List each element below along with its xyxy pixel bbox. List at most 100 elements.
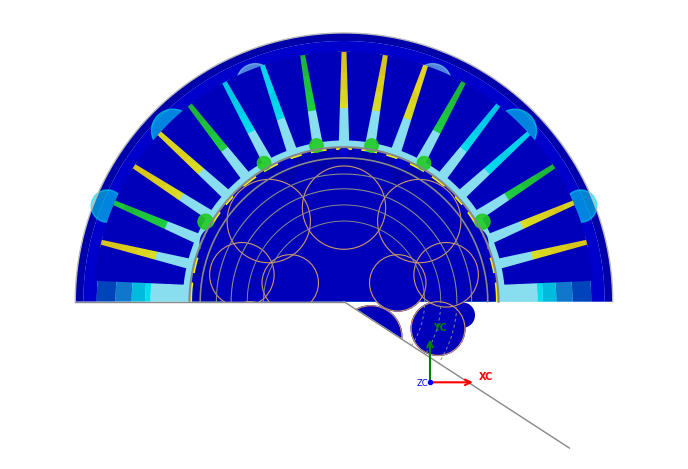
Polygon shape xyxy=(470,225,482,237)
Circle shape xyxy=(369,255,426,311)
Polygon shape xyxy=(402,66,462,158)
Polygon shape xyxy=(432,79,469,134)
Circle shape xyxy=(234,191,244,201)
Polygon shape xyxy=(160,159,161,161)
Polygon shape xyxy=(116,168,206,233)
Polygon shape xyxy=(196,248,208,260)
Circle shape xyxy=(262,255,319,311)
Circle shape xyxy=(302,166,386,250)
Polygon shape xyxy=(189,147,499,302)
Circle shape xyxy=(227,180,310,263)
Circle shape xyxy=(395,159,405,168)
Polygon shape xyxy=(426,83,496,172)
Polygon shape xyxy=(347,52,383,142)
Circle shape xyxy=(378,180,461,263)
Circle shape xyxy=(339,148,349,158)
Polygon shape xyxy=(486,273,497,283)
Polygon shape xyxy=(376,56,423,148)
Polygon shape xyxy=(520,197,576,229)
Polygon shape xyxy=(75,33,613,302)
Circle shape xyxy=(340,306,402,368)
Polygon shape xyxy=(255,170,268,183)
Polygon shape xyxy=(466,135,552,210)
Polygon shape xyxy=(420,170,433,183)
Polygon shape xyxy=(398,159,411,171)
Circle shape xyxy=(237,64,275,101)
Polygon shape xyxy=(456,204,469,217)
Circle shape xyxy=(223,302,277,356)
Polygon shape xyxy=(338,52,350,108)
Polygon shape xyxy=(131,161,184,201)
Polygon shape xyxy=(297,54,316,112)
Text: XC: XC xyxy=(478,371,493,382)
Circle shape xyxy=(365,139,378,152)
Circle shape xyxy=(286,306,348,368)
Polygon shape xyxy=(436,89,439,91)
Circle shape xyxy=(92,190,123,222)
Circle shape xyxy=(200,228,230,257)
Polygon shape xyxy=(257,63,286,121)
Polygon shape xyxy=(35,302,344,469)
Polygon shape xyxy=(226,66,286,158)
Polygon shape xyxy=(161,106,241,189)
Polygon shape xyxy=(402,63,431,121)
Polygon shape xyxy=(494,205,586,258)
Polygon shape xyxy=(527,159,528,161)
Polygon shape xyxy=(219,79,256,134)
Polygon shape xyxy=(470,107,473,109)
Polygon shape xyxy=(530,236,588,260)
Polygon shape xyxy=(95,245,186,285)
Circle shape xyxy=(414,242,478,307)
Polygon shape xyxy=(136,135,222,210)
Polygon shape xyxy=(326,147,336,158)
Circle shape xyxy=(310,139,323,152)
Polygon shape xyxy=(192,150,496,302)
Polygon shape xyxy=(185,101,228,152)
Circle shape xyxy=(458,228,488,257)
Circle shape xyxy=(493,109,537,152)
Polygon shape xyxy=(249,89,252,91)
Polygon shape xyxy=(75,33,613,302)
Polygon shape xyxy=(504,161,557,201)
Polygon shape xyxy=(155,129,204,175)
Polygon shape xyxy=(131,90,557,302)
Circle shape xyxy=(257,157,271,170)
Circle shape xyxy=(151,109,195,152)
Polygon shape xyxy=(124,227,125,229)
Polygon shape xyxy=(139,191,140,194)
Circle shape xyxy=(565,190,596,222)
Circle shape xyxy=(283,159,293,168)
Polygon shape xyxy=(277,159,290,171)
Polygon shape xyxy=(563,227,564,229)
Polygon shape xyxy=(192,83,262,172)
Polygon shape xyxy=(235,185,248,198)
Polygon shape xyxy=(301,151,312,162)
Circle shape xyxy=(521,200,548,227)
Polygon shape xyxy=(502,245,593,285)
Circle shape xyxy=(475,214,490,229)
Polygon shape xyxy=(344,302,653,469)
Polygon shape xyxy=(145,103,543,302)
Polygon shape xyxy=(83,41,605,302)
Polygon shape xyxy=(192,150,496,302)
Circle shape xyxy=(214,303,238,327)
Polygon shape xyxy=(482,168,572,233)
Polygon shape xyxy=(352,147,362,158)
Polygon shape xyxy=(501,131,503,133)
Polygon shape xyxy=(305,52,341,142)
Polygon shape xyxy=(376,151,387,162)
Circle shape xyxy=(411,302,465,356)
Polygon shape xyxy=(447,106,527,189)
Polygon shape xyxy=(102,205,194,258)
Polygon shape xyxy=(112,197,168,229)
Polygon shape xyxy=(484,129,533,175)
Circle shape xyxy=(140,200,167,227)
Text: YC: YC xyxy=(433,323,447,333)
Polygon shape xyxy=(100,236,158,260)
Polygon shape xyxy=(219,204,232,217)
Polygon shape xyxy=(151,108,537,302)
Polygon shape xyxy=(480,248,492,260)
Circle shape xyxy=(198,214,213,229)
Polygon shape xyxy=(265,56,312,148)
Text: ZC: ZC xyxy=(416,379,428,388)
